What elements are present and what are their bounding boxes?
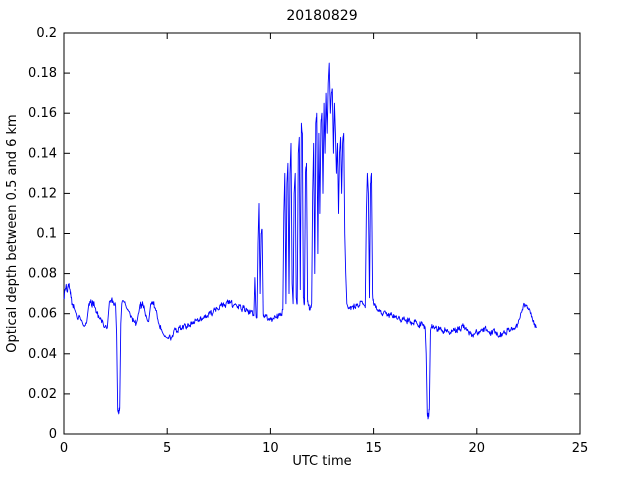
- x-tick-label: 0: [60, 441, 68, 456]
- data-line: [63, 62, 538, 420]
- x-tick-label: 20: [469, 441, 486, 456]
- plot-area: 0 5 10 15 20 25 0 0.02 0.04 0.06 0.08 0.1 0.12 0.14 0.…: [28, 26, 588, 456]
- axes-box: [63, 32, 581, 435]
- y-tick-label: 0.04: [28, 347, 57, 362]
- chart-title: 20180829: [286, 8, 357, 24]
- x-tick-label: 10: [262, 441, 279, 456]
- y-tick-label: 0.08: [28, 267, 57, 282]
- x-tick-label: 25: [572, 441, 589, 456]
- x-tick-label: 5: [163, 441, 171, 456]
- y-axis-label: Optical depth between 0.5 and 6 km: [5, 114, 20, 352]
- y-tick-label: 0.02: [28, 387, 57, 402]
- y-tick-label: 0.18: [28, 66, 57, 81]
- y-tick-label: 0.1: [36, 227, 57, 242]
- y-tick-label: 0.12: [28, 186, 57, 201]
- y-tick-label: 0.14: [28, 146, 57, 161]
- x-tick-label: 15: [365, 441, 382, 456]
- x-axis-label: UTC time: [292, 454, 351, 469]
- y-tick-label: 0.06: [28, 307, 57, 322]
- y-tick-label: 0: [49, 427, 57, 442]
- y-tick-label: 0.16: [28, 106, 57, 121]
- y-tick-label: 0.2: [36, 26, 57, 41]
